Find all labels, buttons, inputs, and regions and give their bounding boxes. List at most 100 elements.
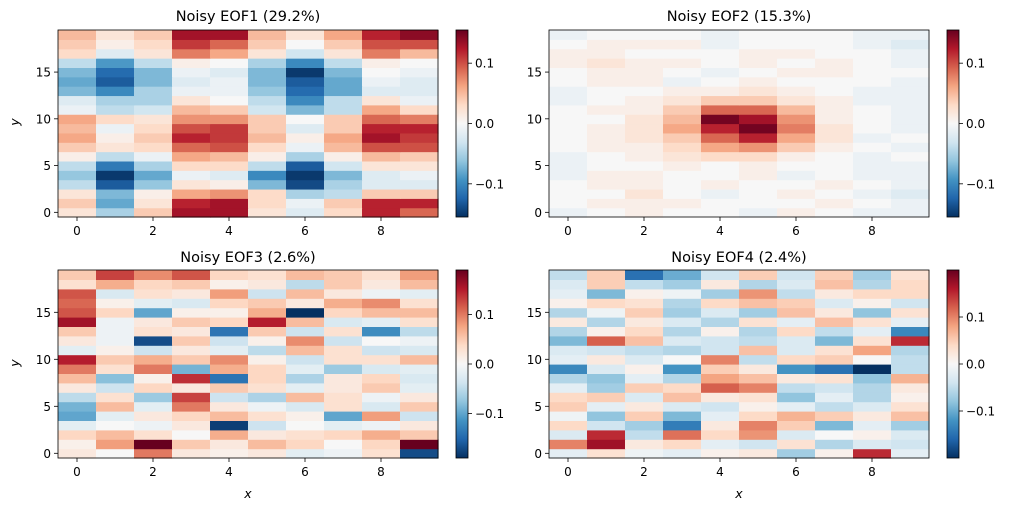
heatmap-cell xyxy=(362,114,401,125)
panel-eof3-ylabel: y xyxy=(7,359,22,368)
y-tick-label: 15 xyxy=(527,66,542,80)
heatmap-cell xyxy=(58,354,97,365)
heatmap-cell xyxy=(286,207,325,218)
heatmap-cell xyxy=(58,298,97,309)
heatmap-cell xyxy=(815,114,854,125)
heatmap-cell xyxy=(625,420,664,431)
heatmap-cell xyxy=(587,288,626,299)
heatmap-cell xyxy=(96,354,135,365)
heatmap-cell xyxy=(210,114,249,125)
heatmap-cell xyxy=(853,335,892,346)
heatmap-cell xyxy=(172,76,211,87)
panel-eof1: Noisy EOF1 (29.2%) 0 2 4 6 8 0 5 10 15 0.1 0.0 −0… xyxy=(7,9,504,238)
heatmap-cell xyxy=(663,207,702,218)
heatmap-cell xyxy=(701,179,740,190)
heatmap-cell xyxy=(739,132,778,143)
heatmap-cell xyxy=(663,420,702,431)
heatmap-cell xyxy=(663,142,702,153)
heatmap-cell xyxy=(400,48,439,59)
heatmap-cell xyxy=(58,160,97,171)
heatmap-cell xyxy=(587,429,626,440)
heatmap-cell xyxy=(324,151,363,162)
heatmap-cell xyxy=(663,188,702,199)
heatmap-cell xyxy=(362,326,401,337)
heatmap-cell xyxy=(400,279,439,290)
heatmap-cell xyxy=(248,382,287,393)
heatmap-cell xyxy=(172,439,211,450)
heatmap-cell xyxy=(701,429,740,440)
heatmap-cell xyxy=(324,198,363,209)
heatmap-cell xyxy=(286,270,325,280)
heatmap-cell xyxy=(96,123,135,134)
heatmap-cell xyxy=(96,160,135,171)
panel-eof4-y-ticks: 0 5 10 15 xyxy=(527,306,549,461)
heatmap-cell xyxy=(853,345,892,356)
heatmap-cell xyxy=(286,392,325,403)
heatmap-cell xyxy=(210,39,249,50)
heatmap-cell xyxy=(210,67,249,78)
heatmap-cell xyxy=(891,67,930,78)
colorbar-tick-label: 0.0 xyxy=(966,358,985,372)
heatmap-cell xyxy=(663,448,702,459)
heatmap-cell xyxy=(172,317,211,327)
heatmap-cell xyxy=(96,270,135,280)
heatmap-cell xyxy=(324,335,363,346)
heatmap-cell xyxy=(549,401,588,412)
heatmap-cell xyxy=(248,76,287,87)
heatmap-cell xyxy=(739,198,778,209)
heatmap-cell xyxy=(400,326,439,337)
heatmap-cell xyxy=(210,270,249,280)
heatmap-cell xyxy=(134,420,173,431)
heatmap-cell xyxy=(625,30,664,40)
heatmap-cell xyxy=(400,76,439,87)
heatmap-cell xyxy=(172,104,211,115)
heatmap-cell xyxy=(701,198,740,209)
heatmap-cell xyxy=(362,142,401,153)
panel-eof2-title: Noisy EOF2 (15.3%) xyxy=(667,9,812,25)
heatmap-cell xyxy=(701,48,740,59)
heatmap-cell xyxy=(625,326,664,337)
heatmap-cell xyxy=(362,288,401,299)
colorbar-gradient xyxy=(946,29,960,218)
heatmap-cell xyxy=(210,104,249,115)
heatmap-cell xyxy=(362,420,401,431)
heatmap-cell xyxy=(172,420,211,431)
heatmap-cell xyxy=(58,401,97,412)
heatmap-cell xyxy=(58,179,97,190)
heatmap-cell xyxy=(853,132,892,143)
heatmap-cell xyxy=(362,30,401,40)
heatmap-cell xyxy=(625,382,664,393)
panel-eof4-colorbar: 0.1 0.0 −0.1 xyxy=(946,269,995,459)
heatmap-cell xyxy=(248,270,287,280)
heatmap-cell xyxy=(400,429,439,440)
heatmap-cell xyxy=(587,354,626,365)
heatmap-cell xyxy=(96,151,135,162)
heatmap-cell xyxy=(739,364,778,374)
heatmap-cell xyxy=(701,354,740,365)
heatmap-cell xyxy=(324,48,363,59)
heatmap-cell xyxy=(739,48,778,59)
heatmap-cell xyxy=(777,298,816,309)
heatmap-cell xyxy=(210,58,249,68)
heatmap-cell xyxy=(324,30,363,40)
heatmap-cell xyxy=(701,317,740,327)
heatmap-cell xyxy=(587,317,626,327)
heatmap-cell xyxy=(663,48,702,59)
heatmap-cell xyxy=(172,114,211,125)
heatmap-cell xyxy=(777,448,816,459)
heatmap-cell xyxy=(210,48,249,59)
heatmap-cell xyxy=(815,401,854,412)
heatmap-cell xyxy=(663,198,702,209)
heatmap-cell xyxy=(286,345,325,356)
heatmap-cell xyxy=(701,160,740,171)
heatmap-cell xyxy=(815,354,854,365)
heatmap-cell xyxy=(777,317,816,327)
heatmap-cell xyxy=(891,132,930,143)
heatmap-cell xyxy=(777,279,816,290)
heatmap-cell xyxy=(210,345,249,356)
heatmap-cell xyxy=(891,48,930,59)
heatmap-cell xyxy=(58,279,97,290)
heatmap-cell xyxy=(134,132,173,143)
heatmap-cell xyxy=(210,373,249,384)
heatmap-cell xyxy=(663,317,702,327)
